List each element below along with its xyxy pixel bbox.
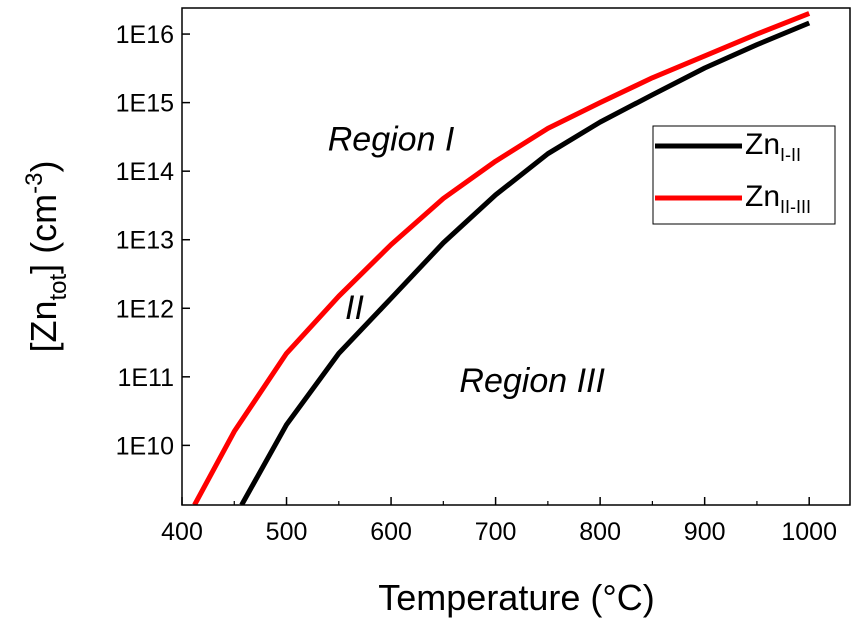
region-label: II (345, 289, 364, 327)
x-tick-label: 1000 (781, 518, 837, 546)
legend: ZnI-II ZnII-III (652, 125, 836, 225)
x-tick-label: 900 (684, 518, 726, 546)
y-axis: 1E10 1E11 1E12 1E13 1E14 1E15 1E16 (116, 21, 190, 460)
y-axis-title: [Zntot] (cm-3) (21, 160, 72, 352)
y-tick-label: 1E16 (116, 21, 174, 49)
y-tick-label: 1E14 (116, 158, 174, 186)
legend-label-zn-ii-iii: ZnII-III (745, 180, 811, 217)
x-tick-label: 800 (579, 518, 621, 546)
legend-label-zn-ii-iii-sub: II-III (780, 197, 811, 217)
legend-label-zn-i-ii: ZnI-II (745, 128, 801, 165)
y-axis-title-main: [Zn (23, 301, 64, 353)
legend-label-zn-i-ii-sub: I-II (780, 145, 801, 165)
x-tick-label: 500 (266, 518, 308, 546)
x-axis: 400 500 600 700 800 900 1000 (161, 497, 837, 546)
y-axis-title-sub: tot (45, 273, 72, 300)
series-line-zn-ii-iii (192, 11, 811, 505)
region-label: Region III (459, 362, 605, 400)
x-tick-label: 700 (475, 518, 517, 546)
series-line-zn-i-ii (239, 20, 811, 505)
y-tick-label: 1E13 (116, 227, 174, 255)
legend-label-zn-ii-iii-base: Zn (745, 180, 780, 213)
legend-label-zn-i-ii-base: Zn (745, 128, 780, 161)
y-tick-label: 1E12 (116, 295, 174, 323)
plot-frame (181, 7, 851, 506)
x-tick-label: 400 (161, 518, 203, 546)
y-tick-label: 1E11 (117, 364, 174, 392)
x-tick-label: 600 (370, 518, 412, 546)
legend-box (652, 125, 836, 225)
y-tick-label: 1E10 (116, 432, 174, 460)
series-layer (192, 11, 811, 505)
y-axis-title-close: ] (cm (23, 194, 64, 274)
y-axis-title-end: ) (23, 160, 64, 172)
x-axis-title: Temperature (°C) (378, 577, 654, 618)
y-tick-label: 1E15 (116, 90, 174, 118)
region-label: Region I (328, 121, 455, 159)
y-axis-title-sup: -3 (21, 172, 48, 193)
